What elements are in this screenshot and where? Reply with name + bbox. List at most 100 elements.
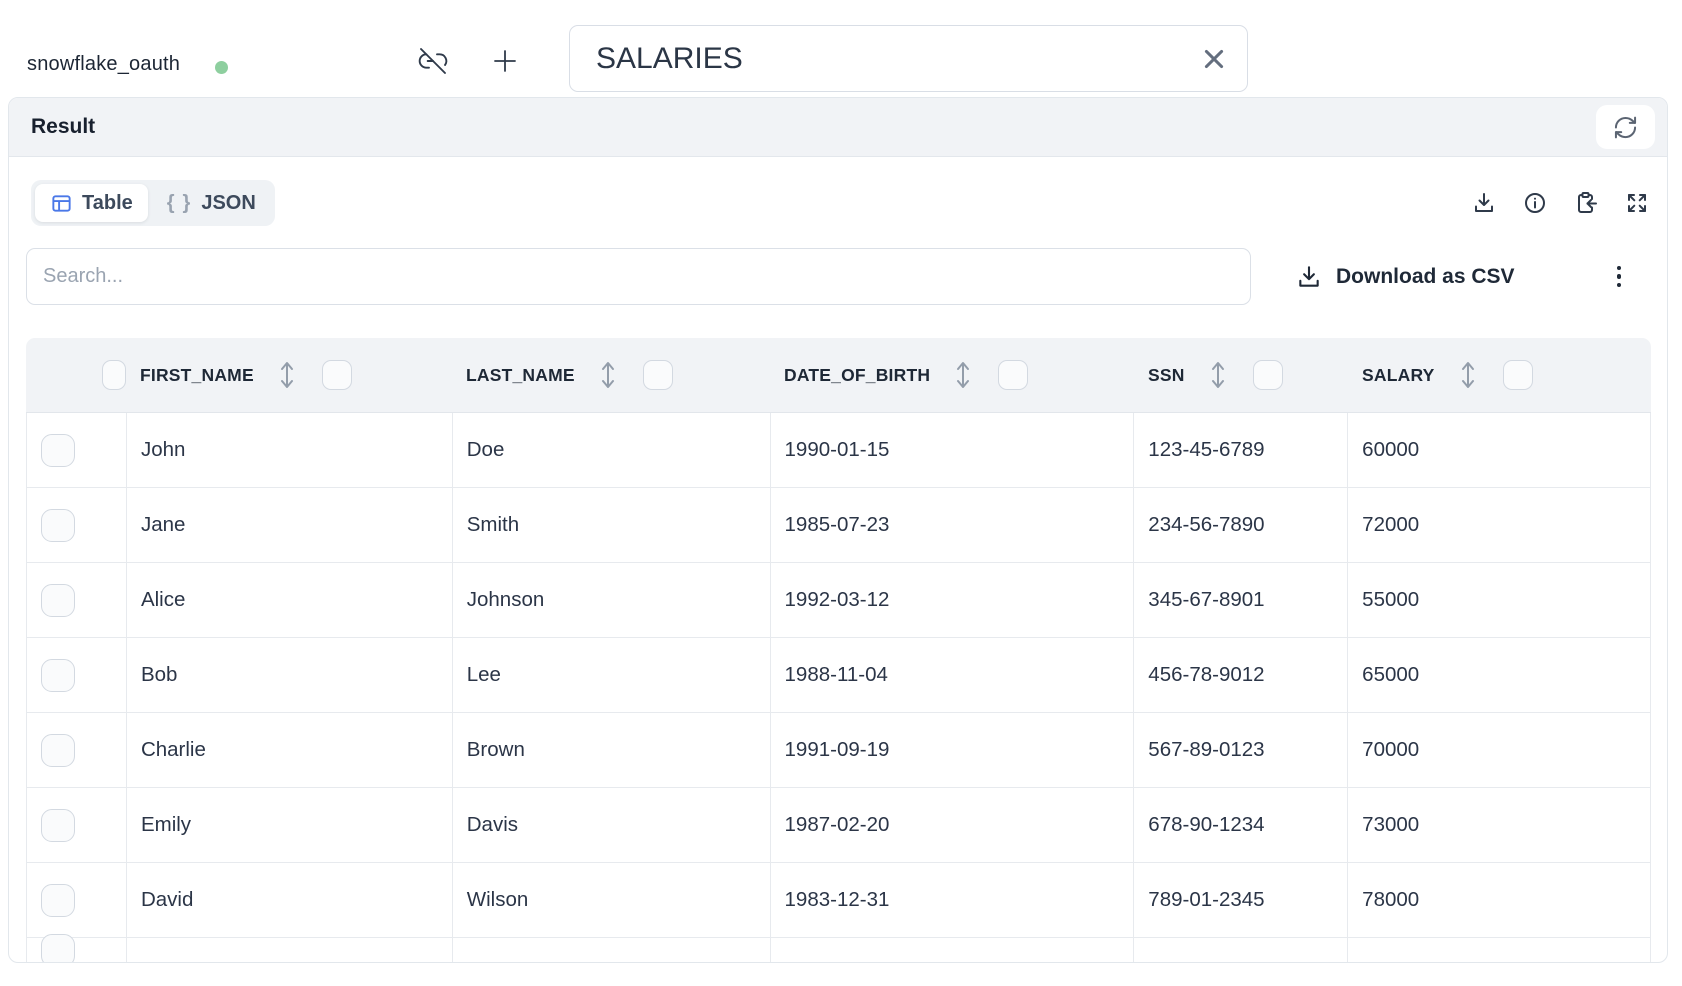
- table-name-field-wrap: [569, 25, 1248, 92]
- sort-icon[interactable]: [597, 359, 619, 391]
- table-row: John Doe 1990-01-15 123-45-6789 60000: [26, 413, 1651, 488]
- download-result-button[interactable]: [1472, 191, 1496, 215]
- table-cell: Lee: [453, 638, 771, 712]
- table-row: Emily Davis 1987-02-20 678-90-1234 73000: [26, 788, 1651, 863]
- column-checkbox[interactable]: [642, 360, 673, 390]
- column-checkbox[interactable]: [998, 360, 1029, 390]
- download-icon: [1472, 191, 1496, 215]
- table-cell: David: [127, 863, 453, 937]
- result-panel-header: Result: [9, 98, 1667, 157]
- table-cell: [771, 938, 1135, 962]
- result-panel: Result: [8, 97, 1668, 963]
- table-row: David Wilson 1983-12-31 789-01-2345 78000: [26, 863, 1651, 938]
- table-cell: Charlie: [127, 713, 453, 787]
- table-cell: 123-45-6789: [1134, 413, 1349, 487]
- tab-json[interactable]: { } JSON: [152, 184, 271, 222]
- table-cell: 65000: [1348, 638, 1651, 712]
- info-icon: [1523, 191, 1547, 215]
- table-cell: Bob: [127, 638, 453, 712]
- view-toggle: Table { } JSON: [31, 180, 275, 226]
- download-icon: [1296, 264, 1322, 290]
- row-checkbox[interactable]: [41, 883, 75, 917]
- column-header[interactable]: FIRST_NAME: [126, 338, 452, 412]
- clipboard-import-icon: [1574, 191, 1598, 215]
- row-select-cell: [27, 713, 127, 787]
- row-checkbox[interactable]: [41, 658, 75, 692]
- row-select-cell: [27, 638, 127, 712]
- column-header[interactable]: SALARY: [1348, 338, 1651, 412]
- copy-to-clipboard-button[interactable]: [1574, 191, 1598, 215]
- more-options-button[interactable]: [1613, 262, 1626, 292]
- fullscreen-button[interactable]: [1625, 191, 1649, 215]
- column-checkbox[interactable]: [1502, 360, 1533, 390]
- result-actions: [1472, 191, 1649, 215]
- table-cell: Johnson: [453, 563, 771, 637]
- table-cell: 72000: [1348, 488, 1651, 562]
- table-cell: John: [127, 413, 453, 487]
- tab-json-label: JSON: [201, 191, 256, 214]
- row-checkbox[interactable]: [41, 583, 75, 617]
- row-select-cell: [27, 488, 127, 562]
- table-cell: [1348, 938, 1651, 962]
- column-header-label: LAST_NAME: [466, 364, 575, 385]
- table-row: Bob Lee 1988-11-04 456-78-9012 65000: [26, 638, 1651, 713]
- row-select-cell: [27, 933, 127, 962]
- table-cell: 456-78-9012: [1134, 638, 1349, 712]
- table-cell: 567-89-0123: [1134, 713, 1349, 787]
- table-cell: [1134, 938, 1349, 962]
- add-tab-button[interactable]: [489, 45, 521, 77]
- top-bar: snowflake_oauth: [0, 0, 1682, 97]
- refresh-button[interactable]: [1596, 105, 1655, 149]
- search-input[interactable]: [26, 248, 1251, 305]
- select-all-cell: [26, 338, 126, 412]
- column-checkbox[interactable]: [321, 360, 352, 390]
- table-cell: Jane: [127, 488, 453, 562]
- braces-icon: { }: [166, 191, 193, 214]
- disconnect-button[interactable]: [417, 45, 449, 77]
- table-cell: 60000: [1348, 413, 1651, 487]
- sort-icon[interactable]: [276, 359, 298, 391]
- row-checkbox[interactable]: [41, 933, 75, 962]
- row-checkbox[interactable]: [41, 508, 75, 542]
- column-checkbox[interactable]: [1252, 360, 1283, 390]
- table-cell: 78000: [1348, 863, 1651, 937]
- select-all-checkbox[interactable]: [102, 360, 126, 390]
- table-row: Jane Smith 1985-07-23 234-56-7890 72000: [26, 488, 1651, 563]
- table-cell: 789-01-2345: [1134, 863, 1349, 937]
- table-cell: 1985-07-23: [771, 488, 1135, 562]
- row-checkbox[interactable]: [41, 733, 75, 767]
- data-table: FIRST_NAME LAST_NAME DATE_OF_BIRTH: [26, 338, 1651, 962]
- download-csv-label: Download as CSV: [1336, 264, 1515, 288]
- column-header[interactable]: LAST_NAME: [452, 338, 770, 412]
- table-cell: 1991-09-19: [771, 713, 1135, 787]
- sort-icon[interactable]: [1207, 359, 1229, 391]
- panel-title: Result: [31, 115, 96, 138]
- tab-table[interactable]: Table: [35, 184, 148, 222]
- table-header-row: FIRST_NAME LAST_NAME DATE_OF_BIRTH: [26, 338, 1651, 413]
- table-cell: 70000: [1348, 713, 1651, 787]
- row-select-cell: [27, 863, 127, 937]
- table-cell: Alice: [127, 563, 453, 637]
- table-cell: 1990-01-15: [771, 413, 1135, 487]
- table-name-input[interactable]: [569, 25, 1248, 92]
- expand-icon: [1625, 191, 1649, 215]
- column-header-label: SSN: [1148, 364, 1185, 385]
- table-cell: [127, 938, 453, 962]
- result-info-button[interactable]: [1523, 191, 1547, 215]
- column-header[interactable]: DATE_OF_BIRTH: [770, 338, 1134, 412]
- column-header[interactable]: SSN: [1134, 338, 1348, 412]
- clear-table-name-button[interactable]: [1200, 45, 1228, 73]
- sort-icon[interactable]: [952, 359, 974, 391]
- row-checkbox[interactable]: [41, 433, 75, 467]
- row-checkbox[interactable]: [41, 808, 75, 842]
- table-row: [26, 933, 1651, 962]
- download-csv-button[interactable]: Download as CSV: [1296, 264, 1515, 290]
- sort-icon[interactable]: [1457, 359, 1479, 391]
- table-cell: Wilson: [453, 863, 771, 937]
- table-cell: Davis: [453, 788, 771, 862]
- table-row: Charlie Brown 1991-09-19 567-89-0123 70000: [26, 713, 1651, 788]
- table-cell: Doe: [453, 413, 771, 487]
- table-cell: 1987-02-20: [771, 788, 1135, 862]
- result-toolbar: Table { } JSON: [26, 180, 1649, 226]
- table-cell: 234-56-7890: [1134, 488, 1349, 562]
